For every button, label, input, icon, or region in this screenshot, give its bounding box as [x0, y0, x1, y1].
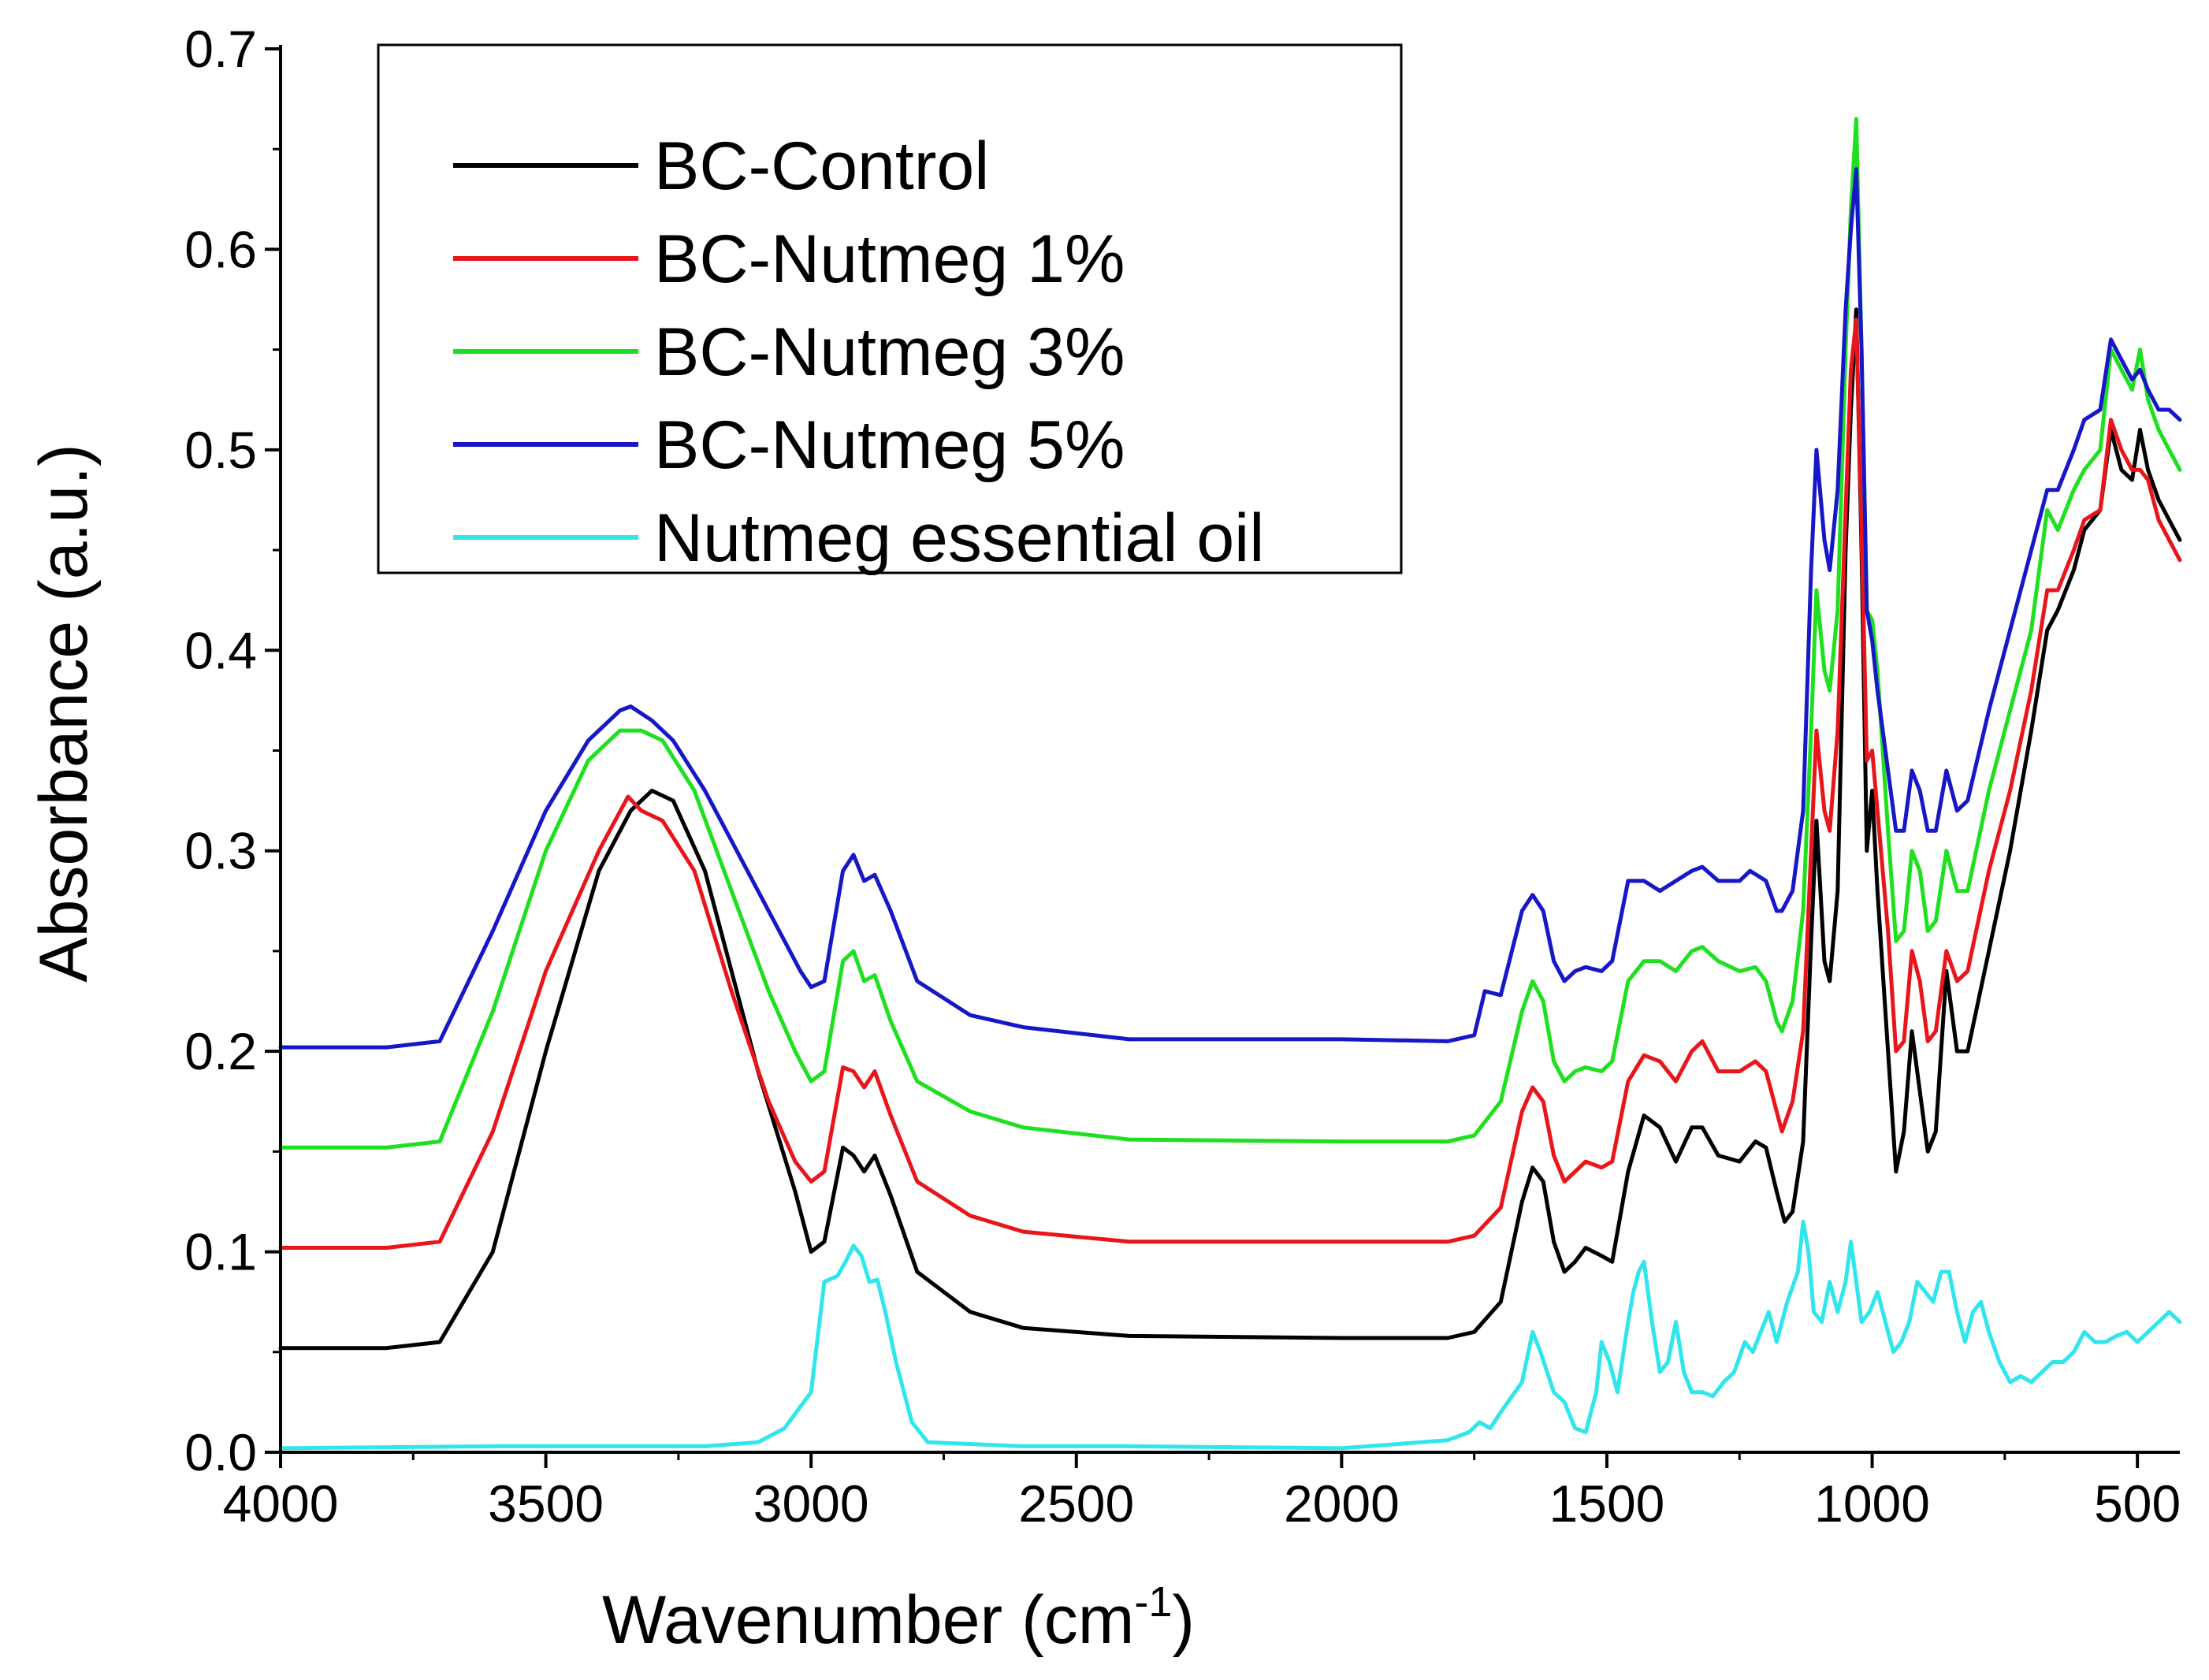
- x-tick-label: 1000: [1814, 1474, 1930, 1533]
- x-tick-label: 1500: [1549, 1474, 1665, 1533]
- x-tick-label: 2500: [1018, 1474, 1134, 1533]
- series-line-0: [278, 307, 2182, 1351]
- series-line-3: [278, 167, 2182, 1050]
- x-tick-label: 3500: [488, 1474, 604, 1533]
- x-tick-label: 4000: [223, 1474, 339, 1533]
- x-tick-label: 2000: [1284, 1474, 1400, 1533]
- y-tick-label: 0.1: [184, 1223, 257, 1281]
- axes-layer: 0.0 0.1 0.2 0.3 0.4 0.5 0.6 0.7 4000 3500 3000 2500…: [184, 20, 2181, 1533]
- y-tick-label: 0.4: [184, 621, 257, 679]
- series-line-1: [278, 318, 2182, 1250]
- y-tick-label: 0.5: [184, 421, 257, 479]
- x-tick-label: 500: [2094, 1474, 2181, 1533]
- x-axis-title-superscript: -1: [1134, 1578, 1172, 1626]
- y-tick-label: 0.2: [184, 1022, 257, 1080]
- x-tick-label: 3000: [753, 1474, 869, 1533]
- legend-label-2: BC-Nutmeg 3%: [654, 314, 1125, 390]
- series-line-2: [278, 117, 2182, 1150]
- legend-frame: [377, 43, 1403, 574]
- x-axis-title: Wavenumber (cm-1): [602, 1578, 1195, 1658]
- legend-label-3: BC-Nutmeg 5%: [654, 407, 1125, 483]
- x-axis-title-main: Wavenumber (cm: [602, 1582, 1134, 1658]
- y-tick-label: 0.6: [184, 220, 257, 278]
- series-line-4: [278, 1219, 2182, 1451]
- legend: BC-Control BC-Nutmeg 1% BC-Nutmeg 3% BC-Nut…: [377, 43, 1403, 576]
- x-axis-title-close: ): [1172, 1582, 1195, 1658]
- legend-label-0: BC-Control: [654, 128, 989, 204]
- y-axis-title: Absorbance (a.u.): [26, 444, 102, 983]
- y-tick-label: 0.7: [184, 20, 257, 78]
- y-tick-label: 0.0: [184, 1423, 257, 1481]
- series-layer: [278, 117, 2182, 1451]
- legend-label-1: BC-Nutmeg 1%: [654, 221, 1125, 297]
- y-tick-label: 0.3: [184, 822, 257, 880]
- legend-label-4: Nutmeg essential oil: [654, 500, 1264, 576]
